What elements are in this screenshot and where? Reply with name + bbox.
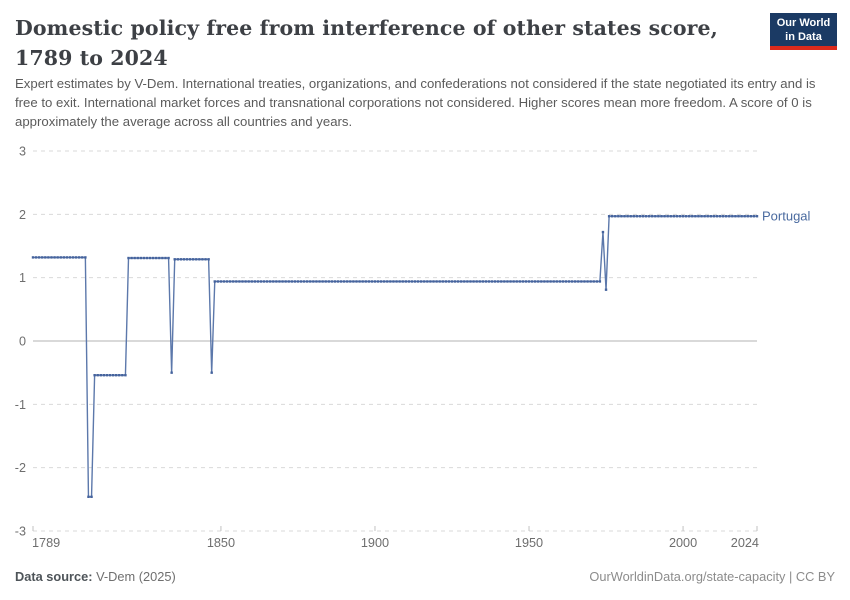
owid-logo-line1: Our World: [776, 17, 831, 29]
svg-text:2: 2: [19, 208, 26, 222]
svg-text:1850: 1850: [207, 536, 235, 550]
x-axis: 1789 1850 1900 1950 2000 2024: [32, 526, 759, 550]
svg-text:2024: 2024: [731, 536, 759, 550]
series-portugal: [31, 215, 759, 498]
grid-lines: [33, 150, 757, 532]
credit-link[interactable]: OurWorldinData.org/state-capacity | CC B…: [589, 569, 835, 584]
y-axis-labels: 3 2 1 0 -1 -2 -3: [15, 145, 26, 539]
data-source-label: Data source:: [15, 569, 93, 584]
data-source: Data source: V-Dem (2025): [15, 569, 176, 584]
svg-text:0: 0: [19, 335, 26, 349]
svg-text:-3: -3: [15, 525, 26, 539]
chart-footer: Data source: V-Dem (2025) OurWorldinData…: [15, 569, 835, 584]
svg-text:1950: 1950: [515, 536, 543, 550]
line-chart[interactable]: 3 2 1 0 -1 -2 -3 1789 1850 1900 1950 2000 2024 Port…: [0, 140, 850, 560]
chart-subtitle: Expert estimates by V-Dem. International…: [15, 76, 816, 129]
svg-text:-1: -1: [15, 398, 26, 412]
svg-text:1789: 1789: [32, 536, 60, 550]
owid-logo-line2: in Data: [785, 30, 822, 43]
owid-logo[interactable]: Our World in Data: [770, 13, 837, 50]
svg-text:1900: 1900: [361, 536, 389, 550]
svg-text:3: 3: [19, 145, 26, 159]
svg-text:2000: 2000: [669, 536, 697, 550]
svg-text:-2: -2: [15, 461, 26, 475]
data-source-value: V-Dem (2025): [92, 569, 176, 584]
series-end-label[interactable]: Portugal: [762, 209, 811, 224]
page-title: Domestic policy free from interference o…: [15, 16, 718, 70]
svg-text:1: 1: [19, 271, 26, 285]
